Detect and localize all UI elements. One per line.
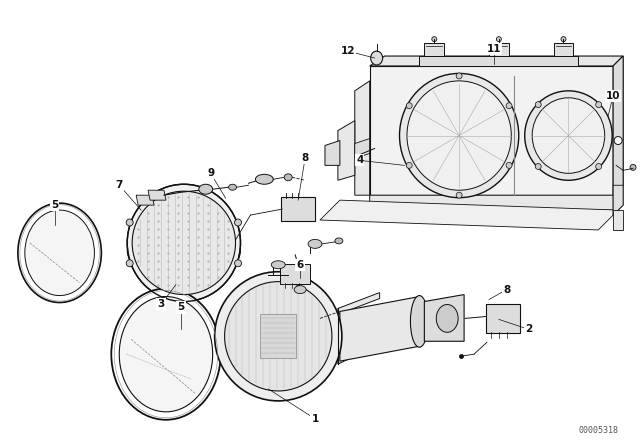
Polygon shape	[355, 81, 370, 195]
Text: 5: 5	[177, 302, 184, 312]
Polygon shape	[613, 56, 623, 195]
Circle shape	[406, 103, 412, 109]
Ellipse shape	[111, 289, 221, 420]
Polygon shape	[554, 43, 573, 56]
Circle shape	[535, 164, 541, 169]
Circle shape	[126, 260, 133, 267]
FancyBboxPatch shape	[486, 303, 520, 333]
Polygon shape	[338, 293, 380, 314]
Polygon shape	[338, 338, 380, 364]
Text: 8: 8	[503, 284, 511, 295]
Ellipse shape	[199, 184, 212, 194]
Circle shape	[630, 164, 636, 170]
Text: 5: 5	[51, 200, 58, 210]
Text: 00005318: 00005318	[579, 426, 618, 435]
Text: 7: 7	[116, 180, 123, 190]
Circle shape	[234, 219, 241, 226]
FancyBboxPatch shape	[281, 197, 315, 221]
Circle shape	[596, 164, 602, 169]
Polygon shape	[325, 141, 340, 165]
Polygon shape	[370, 195, 618, 210]
Text: 2: 2	[525, 324, 532, 334]
Ellipse shape	[127, 221, 241, 280]
Text: 11: 11	[486, 44, 501, 54]
Ellipse shape	[255, 174, 273, 184]
Ellipse shape	[127, 184, 241, 302]
Ellipse shape	[410, 296, 428, 347]
Polygon shape	[340, 297, 419, 361]
Circle shape	[497, 37, 501, 42]
Ellipse shape	[18, 203, 101, 302]
Circle shape	[506, 103, 512, 109]
Polygon shape	[613, 185, 623, 215]
Circle shape	[614, 137, 622, 145]
Text: 9: 9	[207, 168, 214, 178]
Circle shape	[506, 162, 512, 168]
Circle shape	[596, 102, 602, 108]
Ellipse shape	[407, 81, 511, 190]
Polygon shape	[489, 43, 509, 56]
Text: 6: 6	[296, 260, 304, 270]
FancyBboxPatch shape	[280, 264, 310, 284]
Polygon shape	[370, 66, 613, 195]
Polygon shape	[338, 121, 355, 180]
Circle shape	[126, 219, 133, 226]
Ellipse shape	[284, 174, 292, 181]
Ellipse shape	[271, 261, 285, 269]
Ellipse shape	[308, 239, 322, 248]
Text: 4: 4	[356, 155, 364, 165]
Ellipse shape	[214, 271, 342, 401]
Ellipse shape	[119, 297, 212, 412]
Polygon shape	[355, 138, 370, 159]
Circle shape	[456, 73, 462, 79]
Polygon shape	[370, 56, 623, 66]
Ellipse shape	[436, 305, 458, 332]
Circle shape	[406, 162, 412, 168]
Circle shape	[234, 260, 241, 267]
Ellipse shape	[399, 73, 519, 198]
Circle shape	[132, 191, 236, 294]
Text: 12: 12	[340, 46, 355, 56]
Circle shape	[432, 37, 436, 42]
Polygon shape	[419, 56, 579, 66]
Circle shape	[561, 37, 566, 42]
Polygon shape	[613, 56, 623, 215]
Text: 1: 1	[312, 414, 319, 424]
Ellipse shape	[294, 286, 306, 293]
Circle shape	[535, 102, 541, 108]
Circle shape	[456, 192, 462, 198]
Ellipse shape	[532, 98, 605, 173]
Polygon shape	[424, 294, 464, 341]
Ellipse shape	[25, 210, 95, 296]
Polygon shape	[613, 210, 623, 230]
Ellipse shape	[335, 238, 343, 244]
Polygon shape	[136, 195, 154, 205]
Polygon shape	[424, 43, 444, 56]
Polygon shape	[260, 314, 296, 358]
Text: 3: 3	[157, 300, 164, 310]
Ellipse shape	[371, 51, 383, 65]
Ellipse shape	[228, 184, 237, 190]
Text: 8: 8	[301, 153, 308, 164]
Polygon shape	[320, 200, 618, 230]
Text: 10: 10	[606, 91, 620, 101]
Ellipse shape	[225, 282, 332, 391]
Ellipse shape	[525, 91, 612, 180]
Polygon shape	[148, 190, 166, 200]
